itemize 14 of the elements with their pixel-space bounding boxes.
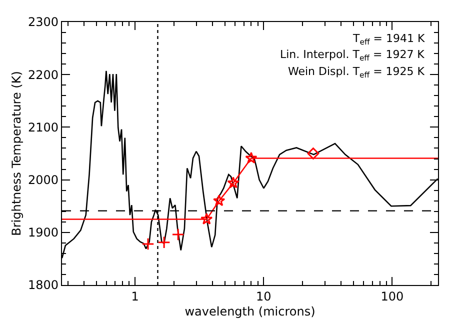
x-tick-label: 10 (256, 290, 272, 304)
annotation: Lin. Interpol. T$_{eff}$ = 1927 K (280, 48, 426, 62)
x-tick-label: 1 (131, 290, 139, 304)
y-tick-label: 2100 (28, 120, 58, 134)
y-tick-label: 1900 (28, 226, 58, 240)
y-tick-label: 2000 (28, 173, 58, 187)
annotation: Wein Displ. T$_{eff}$ = 1925 K (288, 65, 426, 80)
y-tick-label: 1800 (28, 278, 58, 292)
x-tick-label: 100 (380, 290, 404, 304)
y-axis-title: Brightness Temperature (K) (9, 71, 24, 236)
x-axis-title: wavelength (microns) (184, 304, 316, 318)
y-tick-label: 2200 (28, 68, 58, 82)
y-tick-label: 2300 (28, 15, 58, 30)
annotation: T$_{eff}$ = 1941 K (352, 32, 426, 46)
